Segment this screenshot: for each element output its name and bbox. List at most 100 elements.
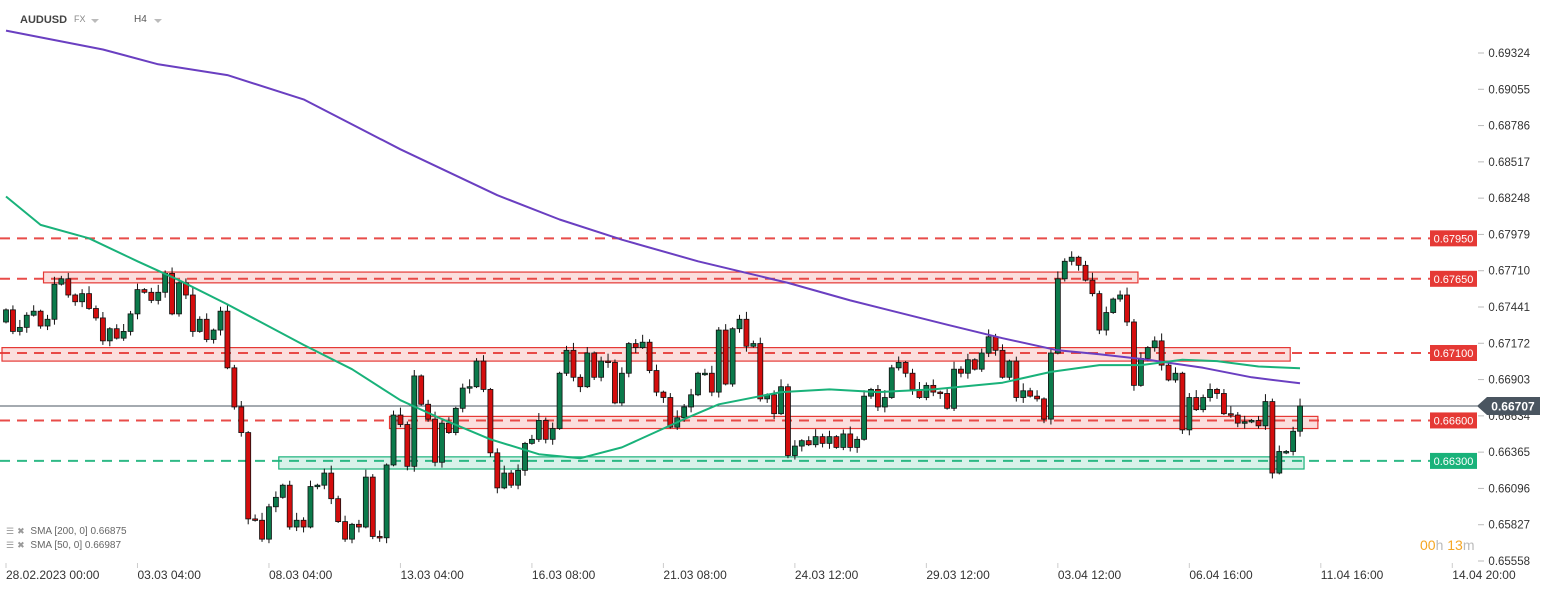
bearish-candle xyxy=(1165,364,1172,381)
bullish-candle xyxy=(217,310,224,331)
bearish-candle xyxy=(224,310,231,369)
level-label: 0.66600 xyxy=(1434,415,1474,427)
sma50-legend[interactable]: ☰ ✖ SMA [50, 0] 0.66987 xyxy=(6,540,122,551)
bullish-candle xyxy=(529,438,535,444)
bearish-candle xyxy=(141,289,148,293)
bullish-candle xyxy=(279,484,286,498)
bullish-candle xyxy=(1186,397,1193,431)
bullish-candle xyxy=(314,484,321,488)
bullish-candle xyxy=(1110,298,1117,313)
resistance-zone xyxy=(42,271,1139,284)
bearish-candle xyxy=(432,418,438,463)
y-tick-label: 0.67172 xyxy=(1488,338,1530,350)
y-tick-label: 0.69055 xyxy=(1488,84,1530,96)
bearish-candle xyxy=(992,336,999,351)
bearish-candle xyxy=(10,309,16,332)
bullish-candle xyxy=(51,283,58,320)
timeframe-selector[interactable]: H4 xyxy=(134,14,147,25)
bullish-candle xyxy=(44,318,51,327)
settings-icon[interactable]: ☰ xyxy=(6,526,15,536)
bearish-candle xyxy=(632,343,639,349)
bearish-candle xyxy=(1179,372,1186,431)
bearish-candle xyxy=(65,278,72,296)
close-icon[interactable]: ✖ xyxy=(17,540,25,550)
bullish-candle xyxy=(1137,357,1144,386)
bullish-candle xyxy=(307,486,314,528)
x-tick-label: 08.03 04:00 xyxy=(269,568,333,582)
sma200-legend[interactable]: ☰ ✖ SMA [200, 0] 0.66875 xyxy=(6,526,127,537)
bearish-candle xyxy=(902,362,909,374)
bullish-candle xyxy=(1020,390,1027,398)
y-tick-label: 0.65827 xyxy=(1488,520,1530,532)
bearish-candle xyxy=(335,498,342,523)
y-tick-label: 0.68248 xyxy=(1488,193,1530,205)
symbol-selector[interactable]: AUDUSD xyxy=(20,14,68,26)
bullish-candle xyxy=(58,278,65,285)
bullish-candle xyxy=(812,436,819,446)
bearish-candle xyxy=(113,328,120,339)
bullish-candle xyxy=(1068,256,1075,262)
bullish-candle xyxy=(729,328,736,385)
bullish-candle xyxy=(584,352,591,388)
bearish-candle xyxy=(86,293,92,309)
bullish-candle xyxy=(888,367,895,398)
bearish-candle xyxy=(189,294,196,332)
bullish-candle xyxy=(688,394,694,408)
level-label: 0.67650 xyxy=(1434,274,1474,286)
bullish-candle xyxy=(349,523,355,540)
bearish-candle xyxy=(1096,293,1103,331)
bullish-candle xyxy=(321,472,328,486)
bearish-candle xyxy=(300,519,307,528)
bullish-candle xyxy=(1241,421,1248,424)
level-label-bg xyxy=(1430,344,1477,361)
bearish-candle xyxy=(1089,279,1096,295)
bearish-candle xyxy=(1255,420,1262,427)
bullish-candle xyxy=(459,387,466,409)
bearish-candle xyxy=(404,424,411,467)
bullish-candle xyxy=(515,469,521,486)
bullish-candle xyxy=(210,329,217,340)
bearish-candle xyxy=(771,394,778,415)
bullish-candle xyxy=(1172,372,1179,381)
close-icon[interactable]: ✖ xyxy=(17,526,25,536)
bearish-candle xyxy=(238,406,245,433)
bearish-candle xyxy=(356,523,362,528)
bearish-candle xyxy=(944,393,951,409)
bullish-candle xyxy=(383,464,390,539)
bearish-candle xyxy=(480,360,487,390)
bearish-candle xyxy=(342,521,348,540)
bearish-candle xyxy=(743,318,750,347)
bullish-candle xyxy=(736,318,743,330)
bearish-candle xyxy=(1075,256,1082,266)
bullish-candle xyxy=(840,433,847,448)
bearish-candle xyxy=(605,360,611,363)
bullish-candle xyxy=(702,372,708,376)
chevron-down-icon[interactable] xyxy=(154,19,162,23)
settings-icon[interactable]: ☰ xyxy=(6,540,15,550)
x-tick-label: 21.03 08:00 xyxy=(663,568,727,582)
support-zone xyxy=(278,456,1305,470)
x-tick-label: 03.03 04:00 xyxy=(137,568,201,582)
bearish-candle xyxy=(286,484,293,528)
bullish-candle xyxy=(439,422,445,463)
bearish-candle xyxy=(819,436,826,444)
bullish-candle xyxy=(466,386,473,389)
bullish-candle xyxy=(715,329,722,393)
y-tick-label: 0.66096 xyxy=(1488,483,1530,495)
bearish-candle xyxy=(1158,340,1165,366)
bullish-candle xyxy=(134,289,141,315)
chevron-down-icon[interactable] xyxy=(91,19,99,23)
bullish-candle xyxy=(535,420,542,440)
y-tick-label: 0.67979 xyxy=(1488,229,1530,241)
bearish-candle xyxy=(1269,401,1276,474)
bullish-candle xyxy=(176,282,182,315)
bullish-candle xyxy=(155,291,162,301)
bullish-candle xyxy=(106,328,113,342)
bearish-candle xyxy=(570,349,577,378)
bearish-candle xyxy=(148,291,155,301)
x-tick-label: 29.03 12:00 xyxy=(926,568,990,582)
bearish-candle xyxy=(99,317,106,342)
bearish-candle xyxy=(937,391,944,395)
sma50-line xyxy=(5,195,1301,460)
